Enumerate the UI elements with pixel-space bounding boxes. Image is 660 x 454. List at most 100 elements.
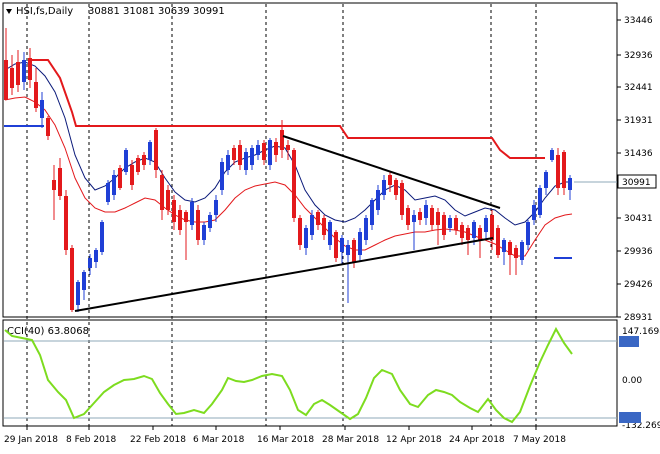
cci-tick-label: -132.269 [622, 421, 660, 431]
candle-body [202, 225, 206, 240]
candle-body [322, 218, 326, 235]
candle-body [58, 168, 62, 196]
time-tick-label: 7 May 2018 [513, 435, 566, 445]
price-tick-label: 30431 [624, 214, 653, 224]
current-price-label: 30991 [622, 178, 651, 188]
price-tick-label: 28931 [624, 313, 653, 323]
candle-body [256, 145, 260, 155]
candle-body [508, 242, 512, 255]
candle-body [382, 180, 386, 195]
collapse-triangle-icon[interactable] [6, 9, 12, 14]
candle-body [214, 200, 218, 215]
time-tick-label: 24 Apr 2018 [449, 435, 505, 445]
candle-body [22, 60, 26, 82]
price-tick-label: 33446 [624, 16, 653, 26]
triangle-trendlines [74, 135, 501, 312]
candle-body [286, 145, 290, 150]
candle-body [310, 215, 314, 235]
candle-body [70, 248, 74, 310]
candle-body [292, 150, 296, 218]
candle-body [562, 152, 566, 188]
candle-body [244, 152, 248, 170]
symbol-label: HSI,fs,Daily [16, 6, 73, 17]
candle-body [16, 62, 20, 85]
candle-body [496, 228, 500, 255]
resistance-line [30, 59, 545, 159]
price-tick-label: 31436 [624, 149, 653, 159]
candle-body [118, 168, 122, 188]
candle-body [538, 188, 542, 215]
candle-body [316, 212, 320, 225]
candle-body [238, 145, 242, 165]
candle-body [484, 218, 488, 232]
candle-body [514, 248, 518, 258]
candle-body [346, 245, 350, 255]
time-tick-label: 12 Apr 2018 [386, 435, 442, 445]
price-tick-label: 32936 [624, 51, 653, 61]
candle-body [166, 190, 170, 210]
candle-body [190, 202, 194, 225]
candle-body [124, 150, 128, 172]
candle-body [472, 222, 476, 238]
candle-body [184, 212, 188, 222]
candle-body [460, 225, 464, 238]
cci-tick-label: 147.1698 [622, 327, 660, 337]
candle-body [274, 142, 278, 155]
candle-body [100, 222, 104, 252]
cci-line [4, 326, 573, 424]
candle-body [550, 150, 554, 160]
candle-body [352, 240, 356, 262]
candle-body [442, 215, 446, 235]
candle-body [544, 172, 548, 188]
candle-body [148, 142, 152, 160]
candle-body [526, 222, 530, 245]
candle-body [454, 218, 458, 230]
candle-body [82, 272, 86, 290]
time-tick-label: 29 Jan 2018 [4, 435, 58, 445]
candle-body [10, 68, 14, 88]
cci-minus100-tag [619, 412, 641, 423]
candle-body [412, 215, 416, 222]
candle-body [268, 140, 272, 165]
candle-body [178, 210, 182, 230]
candle-body [112, 175, 116, 195]
candle-body [52, 180, 56, 190]
price-tick-label: 29426 [624, 280, 653, 290]
candle-body [154, 130, 158, 170]
chart-header: HSI,fs,Daily 30881 31081 30639 30991 [6, 6, 225, 17]
candle-body [40, 100, 44, 118]
candle-body [106, 183, 110, 202]
candle-body [298, 218, 302, 245]
candle-body [34, 82, 38, 108]
candle-body [478, 228, 482, 240]
candle-body [340, 238, 344, 252]
candle-body [358, 232, 362, 255]
price-tick-label: 32441 [624, 83, 653, 93]
candle-body [196, 210, 200, 240]
candle-body [418, 212, 422, 220]
candle-body [436, 212, 440, 225]
candlestick-series[interactable] [4, 28, 572, 312]
candle-body [430, 208, 434, 225]
candle-body [568, 178, 572, 190]
candle-body [532, 205, 536, 220]
candle-body [226, 155, 230, 170]
candle-body [94, 250, 98, 262]
candle-body [208, 215, 212, 228]
candle-body [520, 242, 524, 260]
time-tick-label: 8 Feb 2018 [66, 435, 117, 445]
candle-body [400, 183, 404, 215]
candle-body [406, 208, 410, 225]
candle-body [394, 180, 398, 195]
candle-body [466, 228, 470, 240]
time-tick-label: 22 Feb 2018 [130, 435, 186, 445]
ohlc-values: 30881 31081 30639 30991 [88, 6, 225, 17]
price-pane[interactable] [2, 2, 618, 318]
candle-body [172, 200, 176, 222]
cci-tick-label: 0.00 [622, 376, 642, 386]
time-tick-label: 6 Mar 2018 [193, 435, 245, 445]
candle-body [136, 158, 140, 172]
cci-label: CCI(40) 63.8068 [7, 326, 89, 337]
